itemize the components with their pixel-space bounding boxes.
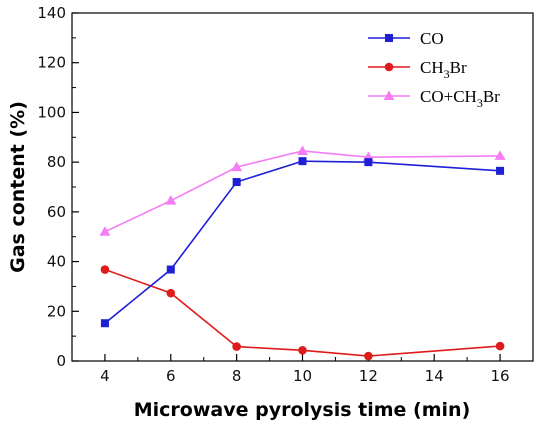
y-axis-title: Gas content (%) xyxy=(7,101,29,273)
x-axis-ticks: 4 6 8 10 12 14 16 xyxy=(71,354,534,385)
y-tick-label: 40 xyxy=(47,253,66,271)
x-tick-label: 8 xyxy=(232,367,242,385)
data-point-CO xyxy=(364,158,373,167)
y-tick-label: 20 xyxy=(47,302,66,320)
data-point-CH3Br xyxy=(495,341,505,351)
data-point-CO xyxy=(232,178,241,187)
y-tick-label: 100 xyxy=(37,103,66,121)
legend: CO CH3Br CO+CH3Br xyxy=(368,29,500,110)
data-point-CH3Br xyxy=(100,265,110,274)
data-point-CO xyxy=(166,265,175,274)
x-tick-label: 4 xyxy=(100,367,110,385)
y-tick-label: 0 xyxy=(56,352,66,370)
legend-label-CO: CO xyxy=(420,29,444,48)
data-point-CH3Br xyxy=(166,288,176,298)
data-point-CH3Br xyxy=(364,351,373,361)
data-point-CO xyxy=(496,166,505,175)
y-tick-label: 120 xyxy=(37,54,66,72)
data-point-CO+CH3Br xyxy=(494,150,506,160)
series-line-CO+CH3Br xyxy=(104,150,501,233)
data-point-CO xyxy=(298,157,307,166)
y-axis-ticks: 0 20 40 60 80 100 120 140 xyxy=(37,4,79,370)
x-axis-title: Microwave pyrolysis time (min) xyxy=(134,399,471,421)
x-tick-label: 14 xyxy=(425,367,444,385)
series-line-CH3Br xyxy=(104,268,501,357)
legend-marker-CH3Br xyxy=(384,62,394,72)
legend-label-CO+CH3Br: CO+CH3Br xyxy=(420,87,500,110)
x-tick-label: 10 xyxy=(293,367,312,385)
data-point-CH3Br xyxy=(232,342,241,351)
x-tick-label: 12 xyxy=(359,367,378,385)
series-layer xyxy=(99,145,506,361)
y-tick-label: 60 xyxy=(47,203,66,221)
legend-label-CH3Br: CH3Br xyxy=(420,58,467,81)
legend-marker-CO+CH3Br xyxy=(383,90,395,100)
data-point-CO+CH3Br xyxy=(297,145,308,155)
data-point-CO+CH3Br xyxy=(99,226,111,236)
y-tick-label: 80 xyxy=(47,153,66,171)
data-point-CO+CH3Br xyxy=(165,195,177,205)
legend-marker-CO xyxy=(385,34,393,42)
series-line-CO xyxy=(104,160,501,324)
data-point-CO+CH3Br xyxy=(231,161,243,172)
data-point-CH3Br xyxy=(298,346,307,355)
x-tick-label: 16 xyxy=(491,367,510,385)
x-tick-label: 6 xyxy=(166,367,176,385)
data-point-CO xyxy=(100,319,109,328)
y-tick-label: 140 xyxy=(37,4,66,22)
